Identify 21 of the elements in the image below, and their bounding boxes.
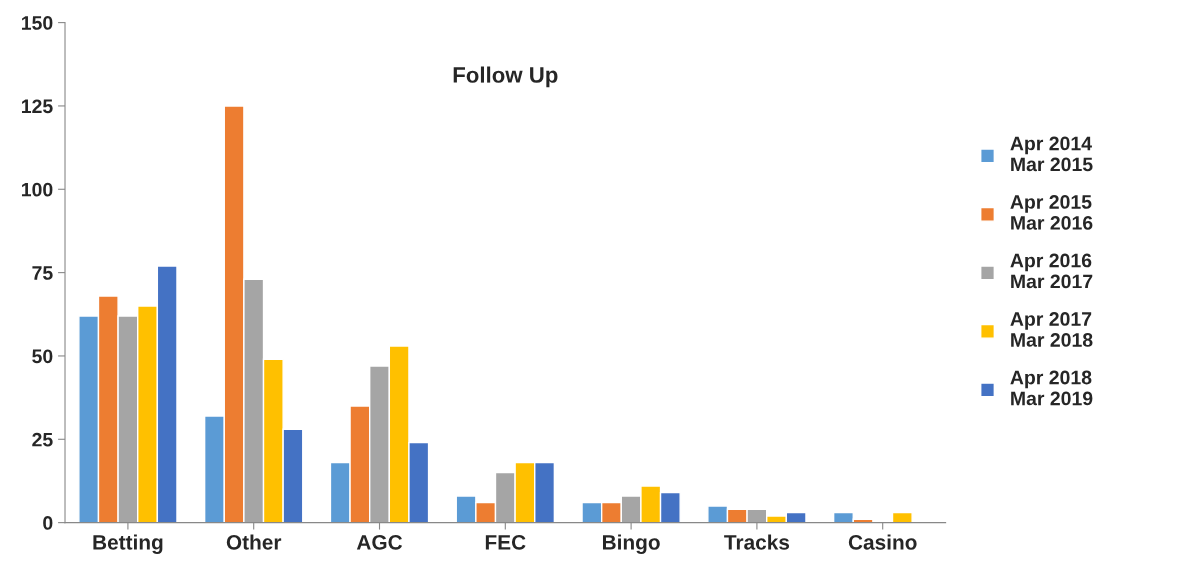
x-tick-label: Tracks (724, 534, 790, 550)
legend-label: Apr 2015 Mar 2016 (1010, 195, 1093, 230)
text: Follow Up (453, 66, 558, 88)
y-tick-label: 125 (21, 99, 53, 114)
y-tick-label: 75 (32, 266, 53, 280)
x-tick-label: Bingo (602, 534, 660, 554)
legend-label: Apr 2017 Mar 2018 (1010, 312, 1093, 347)
y-tick-label: 25 (32, 432, 53, 447)
y-tick-label: 150 (21, 16, 53, 30)
x-tick-label: Other (226, 534, 282, 550)
y-tick-label: 100 (21, 182, 53, 197)
x-tick-label: Casino (848, 534, 917, 550)
x-tick-label: Betting (93, 534, 163, 554)
y-tick-label: 0 (43, 516, 53, 530)
bar (891, 511, 913, 523)
x-tick-label: FEC (485, 534, 526, 550)
x-tick-label: AGC (356, 534, 403, 550)
legend-label: Apr 2014 Mar 2015 (1010, 136, 1093, 172)
y-tick-label: 50 (32, 349, 53, 364)
legend-label: Apr 2016 Mar 2017 (1010, 253, 1093, 289)
legend-label: Apr 2018 Mar 2019 (1010, 370, 1093, 406)
